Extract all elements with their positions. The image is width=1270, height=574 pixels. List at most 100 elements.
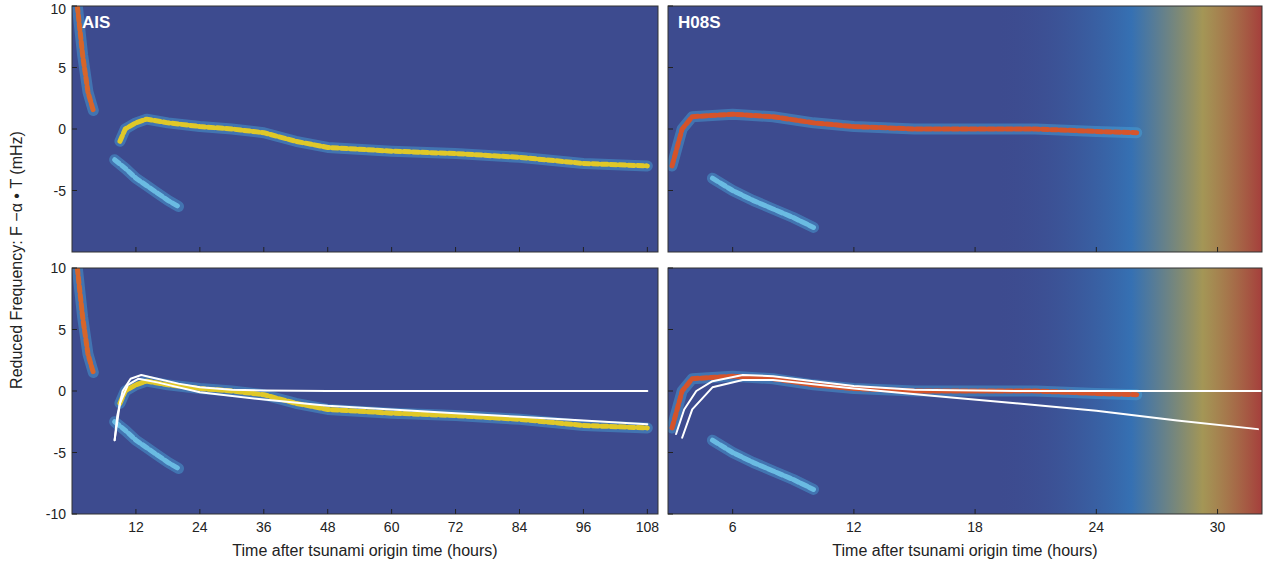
x-tick [391,509,392,514]
x-tick [853,509,854,514]
x-tick [583,247,584,252]
y-tick [72,452,77,453]
y-tick [668,391,673,392]
data-group [672,114,1137,227]
x-tick-label: 72 [448,519,464,535]
x-tick [1217,247,1218,252]
x-tick [263,509,264,514]
x-tick [199,509,200,514]
x-tick-label: 96 [576,519,592,535]
y-tick [668,329,673,330]
y-tick-label: 10 [50,1,66,17]
x-tick [199,247,200,252]
band-halo [672,376,1137,428]
panel: 1050-5AIS [50,1,658,252]
model-curve [115,375,648,440]
y-tick-label: -10 [46,506,66,522]
x-axis-title: Time after tsunami origin time (hours) [832,542,1097,559]
plot-frame [668,6,1262,252]
observed-band [672,114,1137,166]
plot-frame [668,268,1262,514]
y-tick-label: 5 [58,322,66,338]
x-tick-label: 18 [967,519,983,535]
y-tick-label: -5 [54,445,67,461]
x-tick [135,509,136,514]
y-tick [72,329,77,330]
data-group [672,375,1262,489]
panel-label: H08S [678,13,721,32]
y-tick [72,190,77,191]
figure: 1050-5AISH08S12243648607284961081050-5-1… [0,0,1270,574]
x-tick [853,247,854,252]
x-tick [647,247,648,252]
x-tick [455,247,456,252]
y-tick [72,67,77,68]
x-tick [975,509,976,514]
model-curve [676,375,1262,434]
observed-band [672,376,1137,428]
observed-band [115,422,179,469]
data-group [77,6,647,206]
x-tick-label: 84 [512,519,528,535]
plot-background [72,6,658,252]
noise-shading [668,268,1262,514]
y-tick [72,391,77,392]
y-tick [72,268,77,269]
y-tick [668,268,673,269]
data-group [77,268,647,468]
plot-frame [72,268,658,514]
observed-band [115,160,179,207]
band-halo [120,119,647,166]
observed-band [77,268,93,373]
band-halo [712,178,813,227]
band-halo [115,160,179,207]
y-tick [72,129,77,130]
plot-background [72,268,658,514]
y-tick [668,6,673,7]
x-tick [1096,247,1097,252]
x-tick [519,247,520,252]
x-tick-label: 12 [846,519,862,535]
y-tick-label: 10 [50,260,66,276]
plot-background [668,268,1262,514]
x-tick [519,509,520,514]
panel-label: AIS [82,13,110,32]
band-halo [77,268,93,373]
band-halo [115,422,179,469]
noise-shading [668,6,1262,252]
x-tick [327,509,328,514]
observed-band [712,178,813,227]
x-tick-label: 6 [729,519,737,535]
plot-frame [72,6,658,252]
x-axis-title: Time after tsunami origin time (hours) [232,542,497,559]
panel: 612182430Time after tsunami origin time … [668,268,1262,559]
x-tick [391,247,392,252]
x-tick-label: 24 [1089,519,1105,535]
y-tick-label: -5 [54,183,67,199]
y-tick-label: 0 [58,121,66,137]
y-tick [668,67,673,68]
x-tick [732,509,733,514]
y-tick [668,190,673,191]
y-axis-title: Reduced Frequency: F −α • T (mHz) [8,131,25,389]
model-curve [115,379,648,441]
x-tick [647,509,648,514]
x-tick [732,247,733,252]
y-tick [668,129,673,130]
x-tick-label: 60 [384,519,400,535]
plot-background [668,6,1262,252]
panel: 12243648607284961081050-5-10Time after t… [8,131,659,559]
x-tick-label: 108 [636,519,660,535]
x-tick [1217,509,1218,514]
x-tick [583,509,584,514]
x-tick [135,247,136,252]
x-tick [975,247,976,252]
band-halo [672,114,1137,166]
y-tick [668,452,673,453]
x-tick-label: 24 [192,519,208,535]
observed-band [712,440,813,489]
x-tick [1096,509,1097,514]
x-tick-label: 36 [256,519,272,535]
y-tick-label: 0 [58,383,66,399]
observed-band [120,119,647,166]
